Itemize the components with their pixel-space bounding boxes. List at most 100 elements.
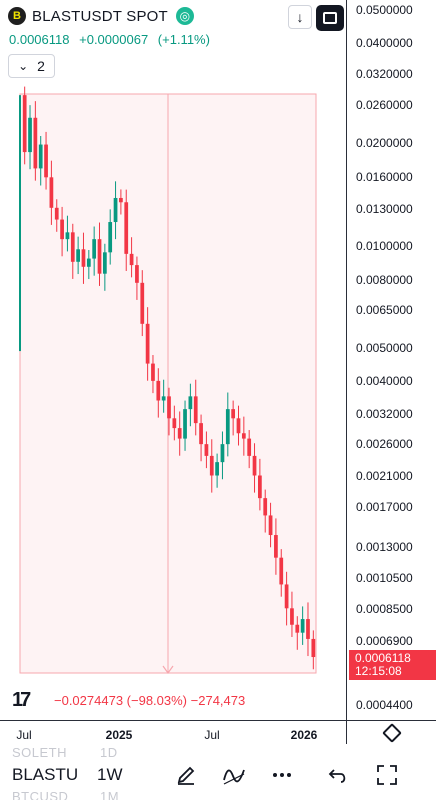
candle-body [199, 423, 203, 445]
price-tick: 0.0500000 [356, 3, 413, 17]
measure-arrow-icon [162, 665, 174, 675]
candle-body [33, 117, 38, 169]
price-tick: 0.0008500 [356, 602, 413, 616]
bottom-toolbar: BLASTU 1W [0, 756, 436, 796]
candle-body [129, 253, 134, 266]
candle-body [252, 455, 257, 476]
symbol-row[interactable]: B BLASTUSDT SPOT ◎ [8, 7, 194, 25]
candles-group [19, 86, 316, 670]
candle-body [172, 418, 177, 429]
more-options-button[interactable] [267, 760, 297, 790]
candle-body [290, 608, 294, 625]
candle-body [28, 117, 32, 153]
frame-icon [323, 12, 337, 24]
candle-body [38, 144, 43, 169]
price-tick: 0.0026000 [356, 437, 413, 451]
candle-body [22, 95, 27, 153]
price-change: +0.0000067 [79, 32, 149, 47]
candle-body [258, 475, 262, 499]
price-tick: 0.0032000 [356, 407, 413, 421]
candle-body [119, 197, 123, 203]
price-axis[interactable]: 0.0500000 0.0400000 0.0320000 0.0260000 0.02… [346, 0, 436, 720]
chevron-down-icon: ⌄ [18, 59, 29, 73]
indicator-count: 2 [37, 58, 45, 74]
blast-coin-logo-icon: B [8, 7, 26, 25]
candle-body [183, 409, 187, 439]
time-tick: 2026 [290, 728, 318, 742]
candle-body [108, 222, 113, 253]
watchlist-ghost-interval: 1D [100, 745, 118, 760]
price-change-percent: (+1.11%) [157, 32, 210, 47]
candle-body [97, 239, 102, 274]
fullscreen-frame-button[interactable] [316, 5, 344, 31]
candle-body [81, 249, 86, 267]
measure-change: −0.0274473 (−98.03%) −274,473 [54, 693, 245, 708]
price-tick: 0.0004400 [356, 698, 413, 712]
current-price-tag: 0.0006118 12:15:08 [349, 650, 436, 680]
candle-body [65, 232, 70, 240]
candle-body [193, 396, 198, 424]
time-tick: 2025 [105, 728, 133, 742]
time-tick: Jul [204, 728, 220, 742]
price-tick: 0.0017000 [356, 500, 413, 514]
candle-body [70, 232, 75, 262]
candle-body [263, 498, 268, 516]
candle-body [215, 462, 219, 476]
price-tick: 0.0065000 [356, 303, 413, 317]
chart-header: B BLASTUSDT SPOT ◎ 0.0006118 +0.0000067 … [0, 0, 346, 84]
candle-body [300, 619, 305, 633]
time-axis[interactable]: Jul 2025 Jul 2026 [0, 720, 346, 744]
candle-body [151, 363, 155, 381]
price-row: 0.0006118 +0.0000067 (+1.11%) [9, 32, 216, 47]
candle-body [209, 455, 214, 476]
more-dots-icon [273, 773, 291, 777]
download-arrow-button[interactable]: ↓ [288, 5, 312, 29]
measure-change-ticks: −274,473 [190, 693, 246, 708]
price-tick: 0.0010500 [356, 571, 413, 585]
candle-body [306, 619, 310, 639]
watchlist-ghost-symbol: BTCUSD [12, 789, 69, 800]
candle-body [167, 396, 171, 419]
candle-body [284, 584, 289, 609]
toolbar-interval-button[interactable]: 1W [97, 765, 123, 784]
toolbar-symbol-button[interactable]: BLASTU [12, 765, 79, 784]
bar-countdown: 12:15:08 [355, 664, 402, 678]
candle-body [76, 249, 80, 262]
symbol-name[interactable]: BLASTUSDT SPOT [32, 7, 168, 25]
candle-body [135, 265, 139, 283]
price-tick: 0.0080000 [356, 273, 413, 287]
tradingview-logo-icon[interactable]: 17 [12, 689, 31, 711]
candle-body [161, 396, 166, 401]
fullscreen-button[interactable] [372, 760, 402, 790]
candle-body [156, 380, 161, 401]
candle-body [220, 444, 225, 463]
candle-body [247, 438, 252, 456]
watchlist-ghost-interval: 1M [100, 789, 120, 800]
candle-body [241, 433, 246, 439]
last-price: 0.0006118 [9, 32, 70, 47]
gear-icon [381, 722, 402, 743]
candle-body [145, 323, 150, 364]
undo-button[interactable] [323, 760, 353, 790]
indicators-button[interactable] [219, 760, 249, 790]
candle-body [274, 535, 278, 558]
candle-body [188, 396, 193, 410]
draw-pen-button[interactable] [171, 760, 201, 790]
candle-body [311, 638, 316, 658]
candle-body [231, 409, 236, 419]
current-price-label: 0.0006118 [355, 651, 411, 665]
candle-body [54, 207, 59, 220]
time-tick: Jul [16, 728, 32, 742]
indicator-toggle-button[interactable]: ⌄ 2 [8, 54, 55, 78]
candle-body [86, 258, 91, 267]
candle-body [177, 428, 182, 439]
watchlist-ghost-symbol: SOLETH [12, 745, 68, 760]
candle-body [19, 95, 21, 352]
indicators-wave-icon [223, 769, 245, 785]
candle-body [295, 624, 300, 633]
candlestick-chart[interactable] [0, 0, 346, 720]
chart-settings-button[interactable] [346, 720, 436, 744]
arrow-down-icon: ↓ [296, 9, 304, 25]
price-tick: 0.0006900 [356, 634, 413, 648]
price-tick: 0.0050000 [356, 341, 413, 355]
